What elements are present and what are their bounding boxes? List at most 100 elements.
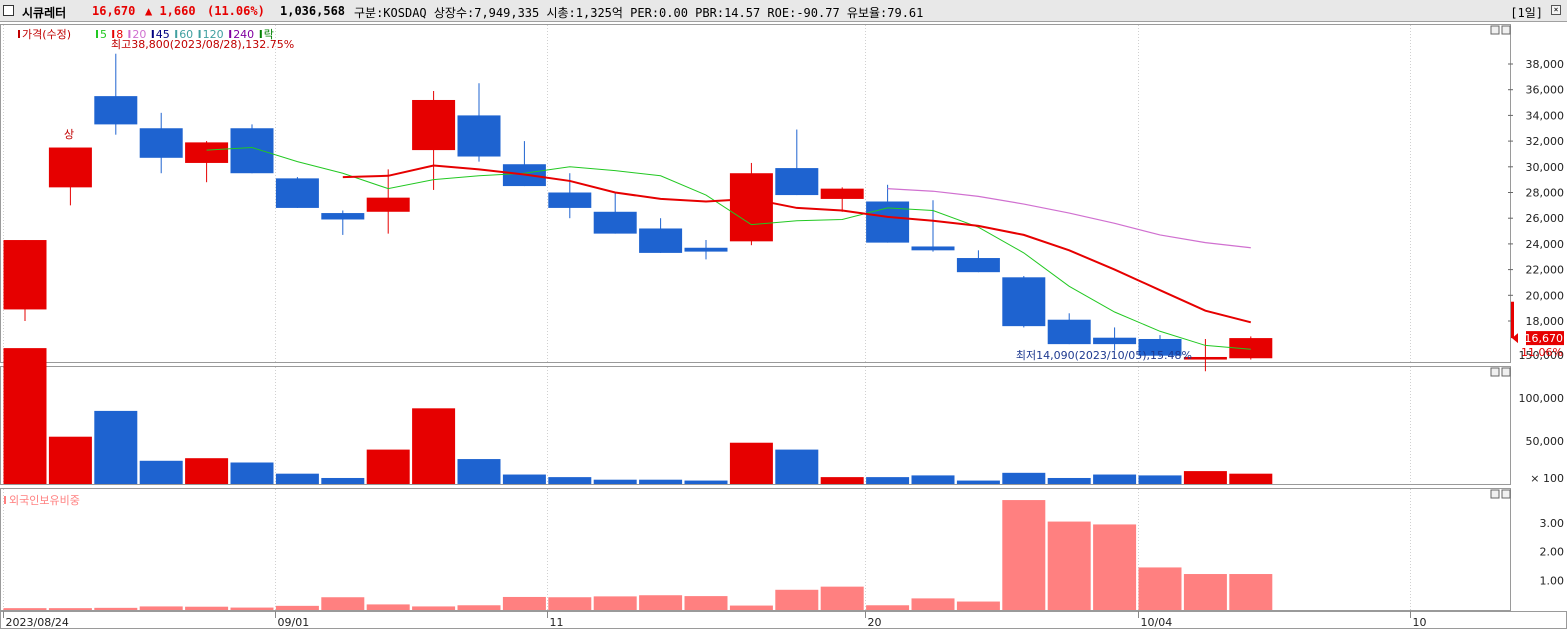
volume-bar	[911, 475, 955, 484]
candle-body	[1138, 338, 1182, 356]
volume-bar	[1183, 471, 1227, 484]
foreign-panel-frame	[0, 488, 1511, 611]
candle-body	[684, 247, 728, 252]
last-price-label: 16,670	[1525, 332, 1564, 345]
last-pct-label: 11.06%	[1521, 346, 1563, 359]
candle-body	[729, 173, 773, 242]
volume-bar	[275, 473, 319, 484]
volume-tick-label: 150,000	[1519, 349, 1565, 362]
volume-bar	[139, 460, 183, 484]
legend-item: 20	[132, 28, 146, 41]
volume-panel-close-button	[1501, 367, 1511, 377]
volume-bar	[3, 348, 47, 484]
volume-tick-label: 100,000	[1519, 392, 1565, 405]
period-label[interactable]: [1일]	[1510, 6, 1543, 20]
volume-bar	[820, 477, 864, 484]
stock-price: 16,670	[92, 4, 136, 18]
low-note: 최저14,090(2023/10/05),15.48%	[1016, 349, 1192, 362]
candle-body	[1047, 319, 1091, 345]
legend-item: 가격(수정)	[22, 28, 71, 41]
price-tick-label: 32,000	[1526, 135, 1565, 148]
foreign-ratio-bar	[48, 608, 92, 610]
range-bar	[1511, 301, 1514, 339]
price-tick-label: 20,000	[1526, 289, 1565, 302]
volume-bar	[1093, 474, 1137, 484]
price-panel-close-button	[1501, 25, 1511, 35]
foreign-ratio-bar	[275, 605, 319, 610]
legend-item: 락	[264, 28, 274, 41]
volume-bar	[502, 474, 546, 484]
foreign-ratio-bar	[94, 607, 138, 610]
candle-body	[639, 228, 683, 253]
volume-bar	[48, 436, 92, 484]
foreign-ratio-bar	[866, 605, 910, 610]
foreign-ratio-bar	[457, 605, 501, 610]
foreign-ratio-bar	[1138, 567, 1182, 610]
volume-bar	[1229, 473, 1273, 484]
candle-body	[185, 142, 229, 163]
upper-limit-mark: 상	[64, 128, 74, 141]
close-button[interactable]: ×	[1551, 5, 1561, 15]
x-tick-label: 20	[868, 616, 882, 629]
volume-bar	[412, 408, 456, 484]
volume-tick-label: 50,000	[1526, 435, 1565, 448]
header-checkbox[interactable]	[3, 5, 14, 16]
stock-name: 시큐레터	[22, 6, 67, 20]
legend-swatch	[18, 30, 20, 38]
last-price-arrow	[1512, 333, 1518, 344]
foreign-ratio-bar	[684, 596, 728, 610]
legend-swatch	[96, 30, 98, 38]
candle-body	[230, 128, 274, 174]
foreign-ratio-bar	[639, 595, 683, 610]
candle-body	[321, 213, 365, 220]
volume-bar	[321, 477, 365, 484]
stock-change: ▲ 1,660	[145, 4, 196, 18]
foreign-ratio-bar	[321, 597, 365, 610]
foreign-ratio-bar	[3, 608, 47, 610]
candle-body	[366, 197, 410, 212]
volume-bar	[1002, 472, 1046, 484]
legend-swatch	[128, 30, 131, 38]
price-panel-minimize-button	[1490, 25, 1500, 35]
price-tick-label: 34,000	[1526, 109, 1565, 122]
volume-unit-label: × 100	[1530, 472, 1564, 485]
x-tick-label: 09/01	[278, 616, 310, 629]
ma-line-5	[206, 147, 1251, 350]
legend-swatch	[175, 30, 178, 38]
volume-bar	[230, 462, 274, 484]
volume-bar	[457, 459, 501, 484]
foreign-ratio-bar	[139, 606, 183, 610]
volume-bar	[593, 479, 637, 484]
legend-swatch	[151, 30, 154, 38]
stock-info: 구분:KOSDAQ 상장수:7,949,335 시총:1,325억 PER:0.…	[354, 6, 924, 20]
foreign-ratio-bar	[1229, 574, 1273, 610]
price-tick-label: 38,000	[1526, 58, 1565, 71]
price-tick-label: 36,000	[1526, 84, 1565, 97]
volume-bar	[548, 477, 592, 484]
foreign-ratio-bar	[1183, 574, 1227, 610]
foreign-ratio-bar	[1093, 524, 1137, 610]
legend-item: 60	[179, 28, 193, 41]
legend-item: 45	[156, 28, 170, 41]
ma-line-20	[887, 188, 1251, 249]
foreign-tick-label: 3.00	[1540, 517, 1565, 530]
volume-bar	[185, 458, 229, 484]
foreign-ratio-bar	[230, 607, 274, 610]
candle-body	[548, 192, 592, 208]
candle-body	[593, 211, 637, 234]
candle-body	[911, 246, 955, 251]
foreign-panel-close-button	[1501, 489, 1511, 499]
volume-panel-minimize-button	[1490, 367, 1500, 377]
foreign-panel-title: 외국인보유비중	[9, 494, 80, 507]
volume-bar	[956, 480, 1000, 484]
foreign-ratio-bar	[1047, 521, 1091, 610]
candle-body	[139, 128, 183, 158]
x-axis-frame	[0, 611, 1567, 629]
volume-bar	[639, 479, 683, 484]
last-price-box	[1526, 331, 1564, 346]
legend-swatch	[112, 30, 115, 38]
foreign-ratio-bar	[1002, 500, 1046, 610]
volume-bar	[866, 477, 910, 484]
price-tick-label: 18,000	[1526, 315, 1565, 328]
foreign-ratio-bar	[729, 605, 773, 610]
